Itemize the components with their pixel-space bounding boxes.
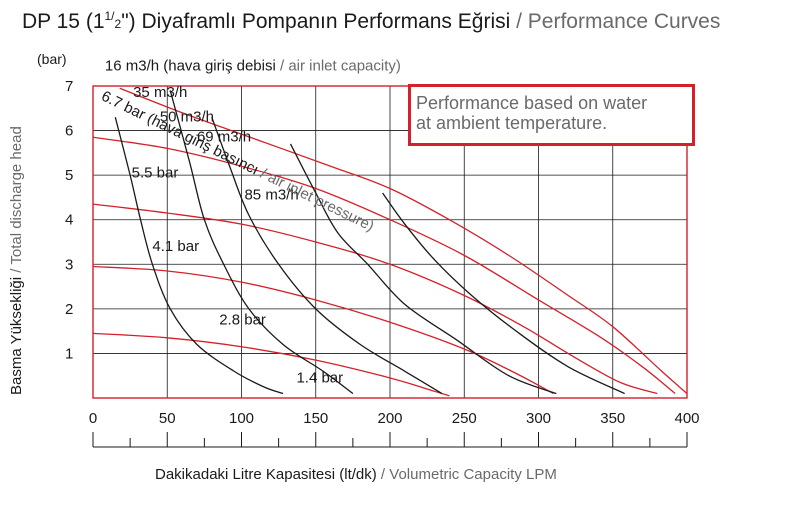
air-label-16: 16 m3/h (hava giriş debisi / air inlet c… xyxy=(105,57,401,74)
air-label-50: 50 m3/h xyxy=(160,109,214,126)
note-line-1: Performance based on water xyxy=(416,93,648,113)
pressure-label-4-1: 4.1 bar xyxy=(152,238,199,255)
pressure-curves xyxy=(92,87,688,397)
x-tick-label: 400 xyxy=(674,410,699,427)
x-axis-label-en: Volumetric Capacity LPM xyxy=(389,466,557,483)
air-consumption-curves xyxy=(114,90,625,395)
title-tr-suffix: ") Diyaframlı Pompanın Performans Eğrisi xyxy=(121,10,511,33)
air-label-85: 85 m3/h xyxy=(244,187,298,204)
x-tick-label: 350 xyxy=(600,410,625,427)
pressure-label-1-4: 1.4 bar xyxy=(296,369,343,386)
y-tick-label: 4 xyxy=(65,212,73,229)
x-tick-label: 100 xyxy=(229,410,254,427)
performance-note-box: Performance based on water at ambient te… xyxy=(408,84,695,146)
pressure-curve xyxy=(92,203,658,395)
air-label-69: 69 m3/h xyxy=(197,129,251,146)
air-consumption-curve xyxy=(382,192,625,395)
air-consumption-curve xyxy=(289,143,557,395)
air-label-16-tr: (hava giriş debisi xyxy=(163,57,276,74)
note-line-2: at ambient temperature. xyxy=(416,113,608,133)
pressure-curve xyxy=(92,265,554,395)
y-tick-label: 3 xyxy=(65,256,73,273)
x-axis-label: Dakikadaki Litre Kapasitesi (lt/dk) / Vo… xyxy=(155,466,557,483)
x-tick-label: 300 xyxy=(526,410,551,427)
air-label-16-en: air inlet capacity) xyxy=(288,57,401,74)
pressure-label-2-8: 2.8 bar xyxy=(219,311,266,328)
y-tick-label: 2 xyxy=(65,301,73,318)
pressure-label-5-5: 5.5 bar xyxy=(132,164,179,181)
x-tick-label: 250 xyxy=(452,410,477,427)
curve-labels: 16 m3/h (hava giriş debisi / air inlet c… xyxy=(99,57,401,386)
pressure-curve xyxy=(92,332,450,397)
pressure-curve xyxy=(119,87,688,395)
pressure-curve xyxy=(92,136,676,395)
air-label-35: 35 m3/h xyxy=(133,84,187,101)
x-tick-label: 50 xyxy=(159,410,176,427)
title-frac-den: 2 xyxy=(114,17,122,31)
x-axis-label-sep: / xyxy=(376,466,390,483)
y-tick-label: 1 xyxy=(65,345,73,362)
title-separator: / xyxy=(510,10,528,33)
title-en: Performance Curves xyxy=(527,10,721,33)
chart-title: DP 15 (11/2") Diyaframlı Pompanın Perfor… xyxy=(22,9,720,34)
x-tick-label: 0 xyxy=(89,410,97,427)
y-tick-label: 5 xyxy=(65,167,73,184)
x-axis-label-tr: Dakikadaki Litre Kapasitesi (lt/dk) xyxy=(155,466,377,483)
y-tick-label: 7 xyxy=(65,78,73,95)
pressure-label-6-7: 6.7 bar (hava giriş basıncı / air inlet … xyxy=(99,88,377,235)
x-tick-label: 150 xyxy=(303,410,328,427)
title-frac-num: 1/ xyxy=(104,9,115,23)
air-consumption-curve xyxy=(114,117,284,395)
title-tr-prefix: DP 15 (1 xyxy=(22,10,105,33)
air-consumption-curve xyxy=(211,116,443,395)
air-label-16-sep: / xyxy=(276,57,289,74)
y-unit-label: (bar) xyxy=(37,51,67,67)
air-label-16-name: 16 m3/h xyxy=(105,57,163,74)
air-consumption-curve xyxy=(169,90,354,395)
y-tick-label: 6 xyxy=(65,123,73,140)
chart-axes: 1 2 3 4 5 6 7 0 50 100 150 200 250 300 350 400 xyxy=(65,78,700,448)
x-tick-label: 200 xyxy=(377,410,402,427)
plot-frame xyxy=(92,85,688,399)
